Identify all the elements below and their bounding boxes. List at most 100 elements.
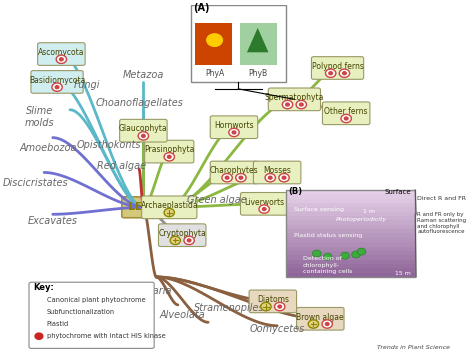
Circle shape <box>261 302 271 311</box>
Circle shape <box>142 135 145 137</box>
Circle shape <box>164 208 174 217</box>
Circle shape <box>313 252 322 260</box>
Circle shape <box>187 239 191 242</box>
Circle shape <box>236 174 246 182</box>
Circle shape <box>259 205 269 213</box>
Text: phytochrome with intact HIS kinase: phytochrome with intact HIS kinase <box>47 333 165 339</box>
FancyBboxPatch shape <box>286 194 415 198</box>
Circle shape <box>278 305 282 308</box>
FancyBboxPatch shape <box>286 246 415 251</box>
Circle shape <box>343 72 346 75</box>
Text: Photoperiodicity: Photoperiodicity <box>336 217 387 222</box>
FancyBboxPatch shape <box>286 268 415 273</box>
Text: Prasinophyta: Prasinophyta <box>144 145 194 154</box>
FancyBboxPatch shape <box>286 220 415 225</box>
Circle shape <box>328 252 337 259</box>
Circle shape <box>300 103 303 106</box>
Text: Liverworts: Liverworts <box>244 198 284 207</box>
Circle shape <box>296 100 307 109</box>
Circle shape <box>35 333 43 339</box>
Circle shape <box>268 176 272 179</box>
Text: Green algae: Green algae <box>187 195 246 205</box>
Circle shape <box>344 254 353 261</box>
FancyBboxPatch shape <box>286 255 415 260</box>
Text: Rhizaria: Rhizaria <box>132 286 172 296</box>
Text: containing cells: containing cells <box>303 269 352 274</box>
Text: R and FR only by
Raman scattering
and chlorophyll
autofluorescence: R and FR only by Raman scattering and ch… <box>418 212 466 234</box>
Text: Choanoflagellates: Choanoflagellates <box>95 98 183 108</box>
Text: Fungi: Fungi <box>74 80 100 91</box>
FancyBboxPatch shape <box>145 140 194 163</box>
Text: Basidiomycota: Basidiomycota <box>29 76 85 85</box>
Text: Brown algae: Brown algae <box>296 312 344 322</box>
Polygon shape <box>247 28 268 52</box>
Circle shape <box>35 296 43 303</box>
Text: PhyB: PhyB <box>248 69 267 78</box>
Text: Subfunctionalization: Subfunctionalization <box>47 309 115 315</box>
Circle shape <box>35 321 43 327</box>
Text: Ascomycota: Ascomycota <box>38 48 85 57</box>
Text: Slime
molds: Slime molds <box>25 106 55 127</box>
Circle shape <box>357 251 366 258</box>
Circle shape <box>239 176 243 179</box>
Text: Charophytes: Charophytes <box>210 166 258 175</box>
Circle shape <box>35 311 37 313</box>
FancyBboxPatch shape <box>158 224 206 246</box>
Circle shape <box>232 131 236 134</box>
Text: Amoebozoa: Amoebozoa <box>20 143 77 153</box>
Circle shape <box>265 174 275 182</box>
Circle shape <box>37 299 40 301</box>
Text: Surface sensing: Surface sensing <box>294 207 345 212</box>
Text: Red algae: Red algae <box>97 160 146 170</box>
Circle shape <box>56 55 66 64</box>
Text: Metazoa: Metazoa <box>123 70 164 80</box>
Circle shape <box>229 128 239 137</box>
FancyBboxPatch shape <box>240 192 288 215</box>
FancyBboxPatch shape <box>210 116 258 138</box>
Circle shape <box>263 208 266 211</box>
FancyBboxPatch shape <box>286 212 415 216</box>
FancyBboxPatch shape <box>286 234 415 238</box>
Text: Glaucophyta: Glaucophyta <box>119 125 168 133</box>
Text: Direct R and FR: Direct R and FR <box>418 196 466 201</box>
FancyBboxPatch shape <box>297 307 344 330</box>
FancyBboxPatch shape <box>286 251 415 255</box>
Circle shape <box>325 323 329 326</box>
Circle shape <box>282 176 286 179</box>
Circle shape <box>164 153 174 161</box>
Text: Key:: Key: <box>33 283 54 292</box>
FancyBboxPatch shape <box>322 102 370 125</box>
FancyBboxPatch shape <box>286 238 415 242</box>
Circle shape <box>52 83 62 91</box>
Text: (A): (A) <box>193 2 210 12</box>
Circle shape <box>207 34 222 47</box>
Circle shape <box>138 132 148 140</box>
Text: Discicristates: Discicristates <box>3 178 68 188</box>
Circle shape <box>337 254 345 261</box>
FancyBboxPatch shape <box>210 161 258 184</box>
FancyBboxPatch shape <box>286 198 415 203</box>
Text: Hornworts: Hornworts <box>214 121 254 130</box>
Circle shape <box>279 174 289 182</box>
Text: Mosses: Mosses <box>263 166 291 175</box>
FancyBboxPatch shape <box>142 196 197 219</box>
FancyBboxPatch shape <box>286 242 415 246</box>
FancyBboxPatch shape <box>191 5 286 82</box>
Circle shape <box>322 320 332 328</box>
Text: Stramenopiles: Stramenopiles <box>194 303 265 313</box>
Text: Alveolata: Alveolata <box>159 310 205 320</box>
FancyBboxPatch shape <box>254 161 301 184</box>
FancyBboxPatch shape <box>122 197 165 218</box>
FancyBboxPatch shape <box>31 71 83 93</box>
Text: Other ferns: Other ferns <box>324 107 368 116</box>
Text: Plastid: Plastid <box>47 321 69 327</box>
Text: Oomycetes: Oomycetes <box>249 324 305 334</box>
Circle shape <box>167 155 171 158</box>
FancyBboxPatch shape <box>240 23 277 65</box>
Circle shape <box>41 311 43 313</box>
FancyBboxPatch shape <box>249 290 297 313</box>
FancyBboxPatch shape <box>286 264 415 268</box>
FancyBboxPatch shape <box>311 57 364 79</box>
Circle shape <box>184 236 194 245</box>
FancyBboxPatch shape <box>286 229 415 234</box>
